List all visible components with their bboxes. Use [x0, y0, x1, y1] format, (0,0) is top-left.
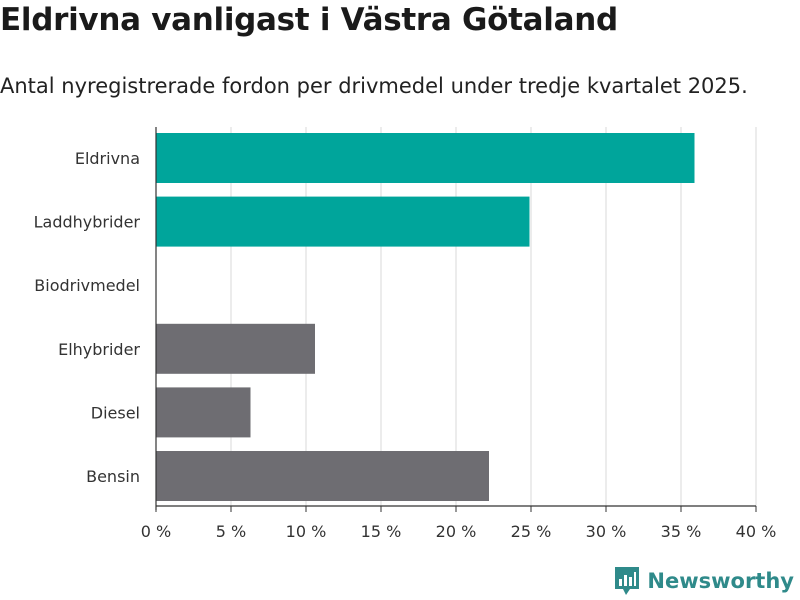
x-tick-label: 20 %	[436, 522, 477, 541]
brand-name: Newsworthy	[647, 569, 794, 593]
x-tick-label: 5 %	[216, 522, 246, 541]
category-label: Elhybrider	[58, 340, 140, 359]
bar-bensin	[156, 451, 489, 501]
bar-eldrivna	[156, 133, 695, 183]
category-label: Diesel	[91, 403, 140, 422]
chart-title: Eldrivna vanligast i Västra Götaland	[0, 2, 618, 38]
x-tick-label: 15 %	[361, 522, 402, 541]
category-label: Bensin	[86, 467, 140, 486]
bar-elhybrider	[156, 323, 315, 374]
x-tick-label: 30 %	[586, 522, 627, 541]
category-label: Biodrivmedel	[34, 276, 140, 295]
category-label: Laddhybrider	[34, 213, 141, 232]
category-labels: Eldrivna Laddhybrider Biodrivmedel Elhybrid…	[34, 149, 141, 486]
grid-lines	[230, 127, 757, 506]
category-label: Eldrivna	[75, 149, 140, 168]
bars	[156, 133, 695, 501]
x-tick-label: 40 %	[736, 522, 777, 541]
newsworthy-logo: Newsworthy	[615, 567, 794, 595]
x-tick-label: 25 %	[511, 522, 552, 541]
tick-labels: 0 % 5 % 10 % 15 % 20 % 25 % 30 % 35 % 40 %	[141, 522, 777, 541]
x-axis	[155, 127, 757, 512]
x-tick-label: 0 %	[141, 522, 171, 541]
x-tick-label: 10 %	[286, 522, 327, 541]
chart-subtitle: Antal nyregistrerade fordon per drivmede…	[0, 74, 748, 98]
x-tick-label: 35 %	[661, 522, 702, 541]
newsworthy-logo-icon	[615, 567, 640, 595]
bar-diesel	[156, 387, 251, 438]
bar-laddhybrider	[156, 196, 530, 247]
